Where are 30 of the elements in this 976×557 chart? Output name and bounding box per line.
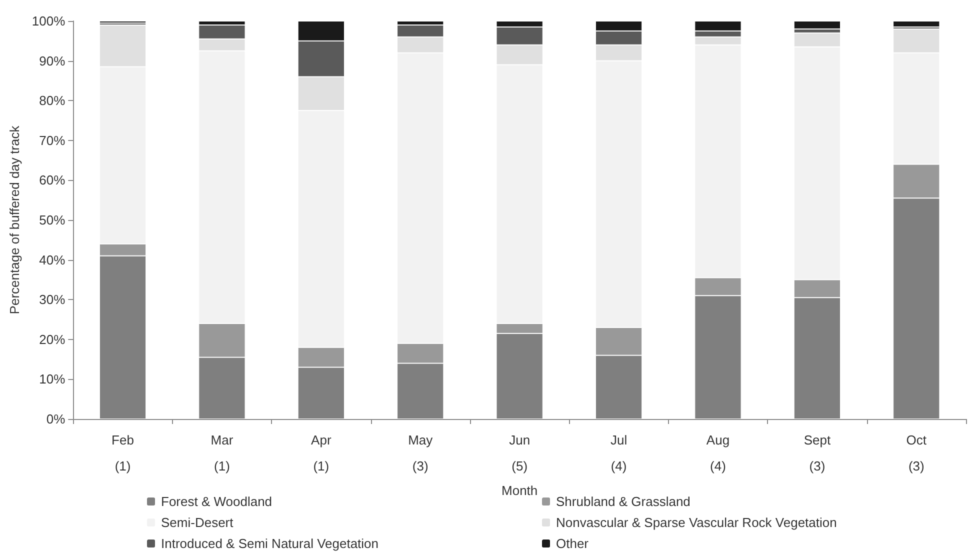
y-tick-label: 10% [39,372,66,387]
x-axis-title: Month [502,482,538,498]
x-tick-label: Sept (3) [804,432,831,474]
y-axis-title: Percentage of buffered day track [7,125,22,314]
legend-label: Semi-Desert [161,515,234,530]
bar [794,21,841,29]
legend-label: Forest & Woodland [161,494,272,509]
legend-label: Shrubland & Grassland [556,494,690,509]
x-tick-label: Feb (1) [112,432,134,474]
x-tick-label: Jul (4) [610,432,628,474]
y-tick-label: 90% [39,53,66,68]
y-tick-label: 100% [32,14,66,28]
y-tick-label: 30% [39,292,66,308]
y-tick-label: 50% [39,212,66,228]
legend-label: Introduced & Semi Natural Vegetation [161,536,379,551]
x-tick-label: Oct (3) [906,432,927,474]
bar [893,21,940,27]
y-tick-label: 60% [39,172,66,188]
x-tick-label: Aug (4) [706,432,730,474]
legend-label: Other [556,536,590,551]
x-tick-label: Mar (1) [210,432,234,474]
x-tick-label: Jun (5) [509,432,530,474]
y-tick-label: 0% [46,412,66,426]
x-tick-label: Apr (1) [311,432,332,474]
legend-label: Nonvascular & Sparse Vascular Rock Vegetation [556,515,837,530]
y-tick-label: 40% [39,252,66,268]
x-tick-label: May (3) [408,432,434,474]
y-tick-label: 80% [39,93,66,108]
y-tick-label: 20% [39,332,66,347]
y-tick-label: 70% [39,132,66,148]
